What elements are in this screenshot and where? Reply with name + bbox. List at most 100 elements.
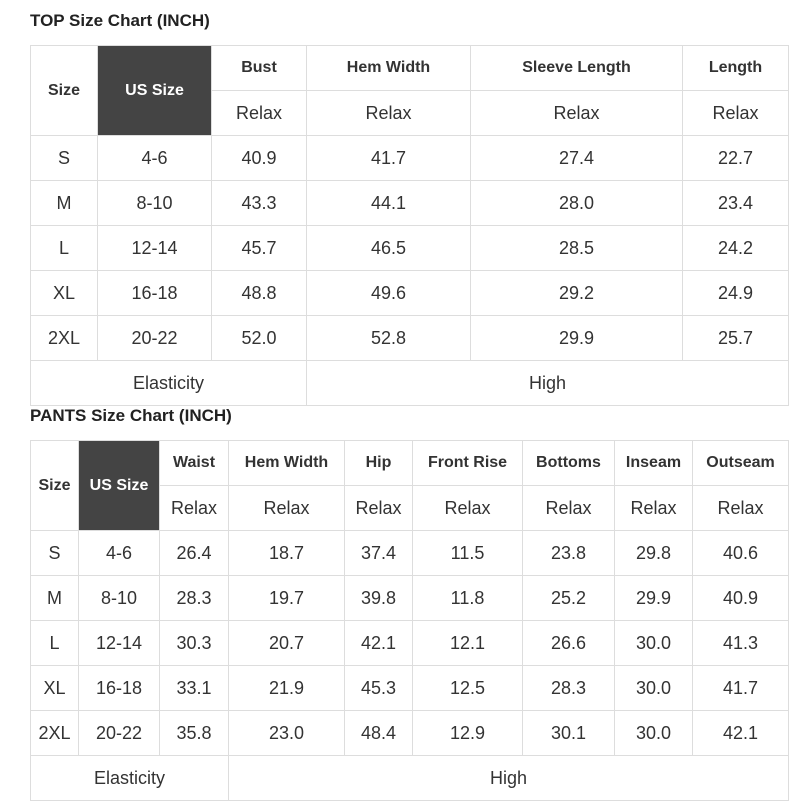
table-cell: 35.8 — [159, 710, 229, 756]
table-cell: 37.4 — [344, 530, 413, 576]
table-cell: 30.0 — [614, 620, 693, 666]
table-cell: 26.4 — [159, 530, 229, 576]
table-cell: 30.3 — [159, 620, 229, 666]
header-cell: Size — [30, 45, 98, 136]
header-cell: Bottoms — [522, 440, 615, 486]
table-cell: 29.9 — [470, 315, 683, 361]
table-cell: 18.7 — [228, 530, 345, 576]
header-cell: Inseam — [614, 440, 693, 486]
table-cell: 20-22 — [78, 710, 160, 756]
subheader-cell: Relax — [306, 90, 471, 136]
table-cell: 12-14 — [97, 225, 212, 271]
table-cell: 30.0 — [614, 665, 693, 711]
table-cell: 8-10 — [78, 575, 160, 621]
table-cell: 11.5 — [412, 530, 523, 576]
table-cell: 41.7 — [692, 665, 789, 711]
table-cell: 23.8 — [522, 530, 615, 576]
table-cell: 28.3 — [159, 575, 229, 621]
table-cell: 40.9 — [211, 135, 307, 181]
header-cell: Length — [682, 45, 789, 91]
table-cell: 25.7 — [682, 315, 789, 361]
table-cell: 52.0 — [211, 315, 307, 361]
table-cell: 8-10 — [97, 180, 212, 226]
table-cell: 39.8 — [344, 575, 413, 621]
table-cell: 46.5 — [306, 225, 471, 271]
subheader-cell: Relax — [159, 485, 229, 531]
table-cell: 28.0 — [470, 180, 683, 226]
table-cell: 44.1 — [306, 180, 471, 226]
table-cell: 48.8 — [211, 270, 307, 316]
table-cell: 20.7 — [228, 620, 345, 666]
table-cell: 42.1 — [692, 710, 789, 756]
table-cell: 4-6 — [97, 135, 212, 181]
header-cell: Outseam — [692, 440, 789, 486]
table-cell: 16-18 — [78, 665, 160, 711]
table-cell: 4-6 — [78, 530, 160, 576]
table-cell: 27.4 — [470, 135, 683, 181]
table-cell: S — [30, 135, 98, 181]
footer-value: High — [306, 360, 789, 406]
footer-value: High — [228, 755, 789, 801]
table-cell: XL — [30, 270, 98, 316]
table-cell: 11.8 — [412, 575, 523, 621]
table-cell: 12.9 — [412, 710, 523, 756]
table-cell: 41.7 — [306, 135, 471, 181]
table-cell: 33.1 — [159, 665, 229, 711]
subheader-cell: Relax — [692, 485, 789, 531]
table-cell: 12.1 — [412, 620, 523, 666]
table-cell: 45.3 — [344, 665, 413, 711]
table-cell: 43.3 — [211, 180, 307, 226]
table-cell: 48.4 — [344, 710, 413, 756]
table-cell: 26.6 — [522, 620, 615, 666]
header-cell: Bust — [211, 45, 307, 91]
header-cell: Front Rise — [412, 440, 523, 486]
table-cell: 24.9 — [682, 270, 789, 316]
header-cell: US Size — [97, 45, 212, 136]
table-cell: 30.0 — [614, 710, 693, 756]
header-cell: Sleeve Length — [470, 45, 683, 91]
table-cell: M — [30, 180, 98, 226]
subheader-cell: Relax — [522, 485, 615, 531]
table-cell: 19.7 — [228, 575, 345, 621]
subheader-cell: Relax — [682, 90, 789, 136]
table-cell: 23.4 — [682, 180, 789, 226]
footer-label: Elasticity — [30, 755, 229, 801]
subheader-cell: Relax — [470, 90, 683, 136]
subheader-cell: Relax — [211, 90, 307, 136]
subheader-cell: Relax — [412, 485, 523, 531]
table-cell: 28.3 — [522, 665, 615, 711]
table-cell: 23.0 — [228, 710, 345, 756]
footer-label: Elasticity — [30, 360, 307, 406]
table-cell: XL — [30, 665, 79, 711]
table-cell: 29.8 — [614, 530, 693, 576]
table-cell: L — [30, 225, 98, 271]
table-cell: 25.2 — [522, 575, 615, 621]
table-cell: 29.2 — [470, 270, 683, 316]
table-cell: 42.1 — [344, 620, 413, 666]
table-cell: 28.5 — [470, 225, 683, 271]
top-title: TOP Size Chart (INCH) — [30, 11, 210, 30]
header-cell: US Size — [78, 440, 160, 531]
table-cell: 2XL — [30, 315, 98, 361]
header-cell: Size — [30, 440, 79, 531]
header-cell: Hip — [344, 440, 413, 486]
table-cell: 21.9 — [228, 665, 345, 711]
table-cell: 20-22 — [97, 315, 212, 361]
table-cell: M — [30, 575, 79, 621]
table-cell: 49.6 — [306, 270, 471, 316]
header-cell: Hem Width — [228, 440, 345, 486]
table-cell: 41.3 — [692, 620, 789, 666]
table-cell: 45.7 — [211, 225, 307, 271]
table-cell: L — [30, 620, 79, 666]
header-cell: Waist — [159, 440, 229, 486]
table-cell: 12.5 — [412, 665, 523, 711]
table-cell: 40.6 — [692, 530, 789, 576]
header-cell: Hem Width — [306, 45, 471, 91]
subheader-cell: Relax — [228, 485, 345, 531]
table-cell: 12-14 — [78, 620, 160, 666]
table-cell: 30.1 — [522, 710, 615, 756]
table-cell: 24.2 — [682, 225, 789, 271]
table-cell: 29.9 — [614, 575, 693, 621]
table-cell: S — [30, 530, 79, 576]
